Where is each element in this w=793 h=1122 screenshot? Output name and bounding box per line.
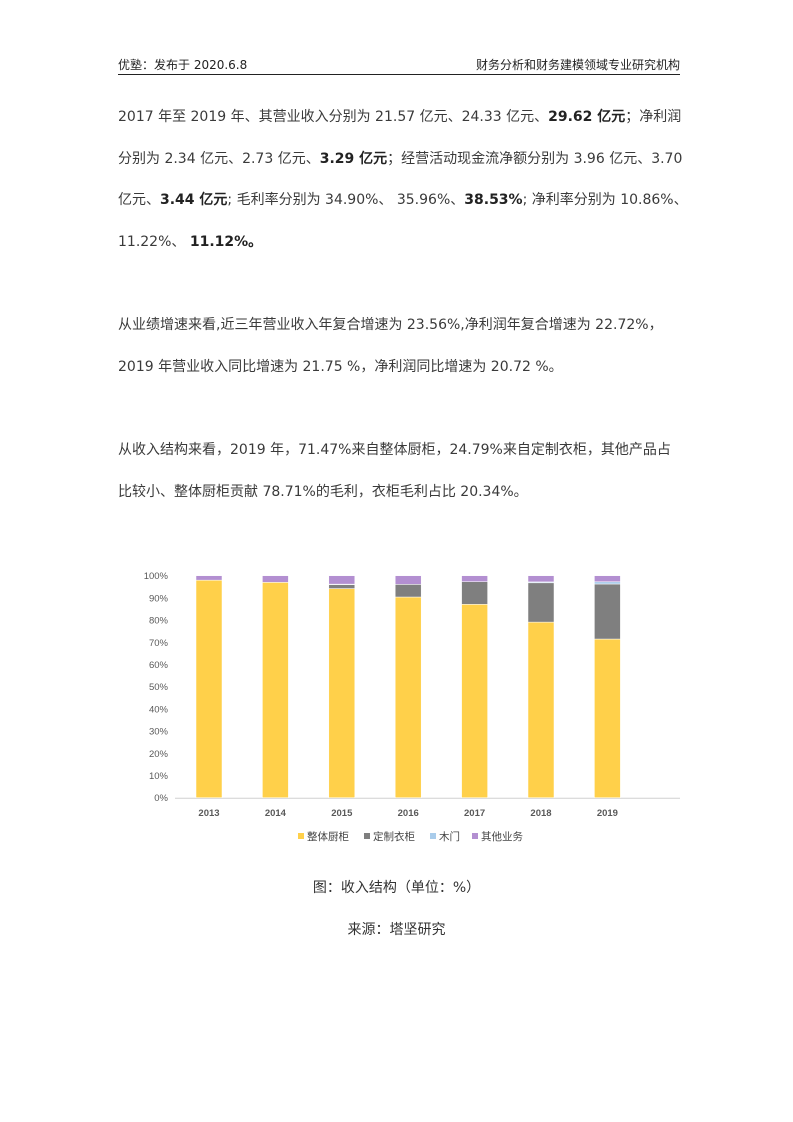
bar-segment-2019-0	[594, 638, 621, 798]
text-segment: 从业绩增速来看,近三年营业收入年复合增速为 23.56%,净利润年复合增速为 2…	[118, 317, 663, 333]
legend-swatch	[364, 833, 370, 839]
x-tick-label: 2014	[265, 808, 287, 819]
text-segment: 亿元、	[118, 192, 160, 208]
legend-label: 其他业务	[481, 830, 523, 843]
y-tick-label: 90%	[149, 593, 169, 604]
y-tick-label: 60%	[149, 660, 169, 671]
text-segment: 2017 年至 2019 年、其营业收入分别为 21.57 亿元、24.33 亿…	[118, 109, 549, 125]
figure-caption: 图：收入结构（单位：%）	[312, 880, 481, 896]
text-line: 从收入结构来看，2019 年，71.47%来自整体厨柜，24.79%来自定制衣柜…	[118, 440, 688, 482]
x-tick-label: 2013	[198, 808, 219, 819]
legend-label: 定制衣柜	[373, 830, 415, 843]
text-segment: ; 净利率分别为 10.86%、	[522, 192, 688, 208]
text-line: 分别为 2.34 亿元、2.73 亿元、3.29 亿元；经营活动现金流净额分别为…	[118, 149, 688, 191]
bar-segment-2014-3	[262, 575, 289, 583]
bold-text: 3.44 亿元	[160, 192, 228, 208]
text-line: 11.22%、 11.12%。	[118, 232, 688, 274]
text-segment: ；经营活动现金流净额分别为 3.96 亿元、3.70	[387, 150, 683, 167]
text-segment: ；净利润	[625, 109, 682, 125]
bar-segment-2016-1	[394, 584, 422, 598]
x-tick-label: 2015	[331, 808, 353, 819]
paragraph-revenue-structure: 从收入结构来看，2019 年，71.47%来自整体厨柜，24.79%来自定制衣柜…	[118, 440, 688, 523]
bold-text: 3.29 亿元	[319, 150, 388, 167]
text-line: 比较小、整体厨柜贡献 78.71%的毛利，衣柜毛利占比 20.34%。	[118, 482, 688, 524]
paragraph-financials: 2017 年至 2019 年、其营业收入分别为 21.57 亿元、24.33 亿…	[118, 107, 688, 273]
legend-swatch	[298, 833, 304, 839]
text-line: 2019 年营业收入同比增速为 21.75 %，净利润同比增速为 20.72 %…	[118, 357, 688, 399]
y-tick-label: 50%	[149, 682, 169, 693]
bar-segment-2015-1	[328, 584, 356, 589]
bar-segment-2018-1	[527, 582, 555, 623]
y-tick-label: 80%	[149, 616, 169, 627]
bold-text: 29.62 亿元	[548, 109, 626, 125]
bar-segment-2019-1	[594, 583, 621, 640]
header-right: 财务分析和财务建模领域专业研究机构	[475, 58, 680, 72]
legend-swatch	[430, 833, 436, 839]
bar-segment-2015-3	[328, 575, 356, 585]
x-tick-label: 2017	[464, 808, 485, 819]
text-segment: 分别为 2.34 亿元、2.73 亿元、	[118, 150, 320, 167]
bar-segment-2017-1	[461, 581, 488, 605]
bold-text: 38.53%	[464, 192, 523, 208]
bar-segment-2019-3	[594, 575, 621, 583]
bar-segment-2017-3	[461, 575, 488, 582]
x-tick-label: 2018	[530, 808, 551, 819]
bar-segment-2018-3	[527, 575, 555, 583]
bar-segment-2013-0	[195, 579, 223, 798]
x-tick-label: 2019	[597, 808, 618, 819]
bar-segment-2015-0	[328, 588, 356, 798]
y-tick-label: 10%	[149, 771, 169, 782]
text-line: 亿元、3.44 亿元; 毛利率分别为 34.90%、 35.96%、38.53%…	[118, 190, 688, 232]
text-line: 2017 年至 2019 年、其营业收入分别为 21.57 亿元、24.33 亿…	[118, 107, 688, 149]
y-tick-label: 0%	[154, 793, 168, 804]
legend-label: 整体厨柜	[307, 830, 349, 843]
bar-segment-2017-0	[461, 604, 488, 798]
bar-segment-2013-3	[195, 575, 223, 581]
paragraph-growth: 从业绩增速来看,近三年营业收入年复合增速为 23.56%,净利润年复合增速为 2…	[118, 315, 688, 398]
y-tick-label: 100%	[144, 571, 169, 582]
bar-segment-2016-3	[394, 575, 422, 585]
bar-segment-2016-0	[394, 596, 422, 798]
text-segment: 从收入结构来看，2019 年，71.47%来自整体厨柜，24.79%来自定制衣柜…	[118, 442, 671, 458]
text-line: 从业绩增速来看,近三年营业收入年复合增速为 23.56%,净利润年复合增速为 2…	[118, 315, 688, 357]
page-header: 优塾：发布于 2020.6.8 财务分析和财务建模领域专业研究机构	[118, 56, 680, 75]
text-segment: 11.22%、	[118, 233, 190, 250]
y-tick-label: 70%	[149, 638, 169, 649]
bar-segment-2019-2	[594, 581, 621, 585]
bar-segment-2014-0	[262, 582, 289, 798]
revenue-structure-chart: 0% 10% 20% 30% 40% 50% 60% 70% 80% 90% 100% 2013 201…	[144, 571, 680, 843]
legend-label: 木门	[439, 830, 460, 843]
bar-segment-2018-0	[527, 621, 555, 798]
text-segment: 比较小、整体厨柜贡献 78.71%的毛利，衣柜毛利占比 20.34%。	[118, 483, 528, 500]
text-segment: ; 毛利率分别为 34.90%、 35.96%、	[227, 192, 465, 208]
x-tick-label: 2016	[398, 808, 419, 819]
figure-source: 来源：塔坚研究	[347, 922, 446, 938]
y-tick-label: 20%	[149, 749, 169, 760]
bold-text: 11.12%。	[189, 233, 263, 250]
y-tick-label: 30%	[149, 727, 169, 738]
y-tick-label: 40%	[149, 704, 169, 715]
text-segment: 2019 年营业收入同比增速为 21.75 %，净利润同比增速为 20.72 %…	[118, 358, 563, 375]
legend-swatch	[472, 833, 478, 839]
header-left: 优塾：发布于 2020.6.8	[118, 58, 248, 72]
